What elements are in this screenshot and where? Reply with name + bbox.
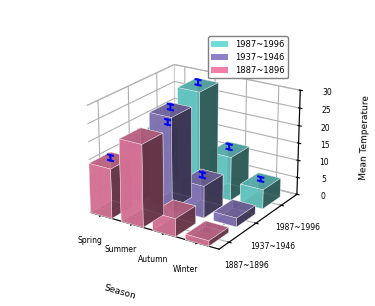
Legend: 1987~1996, 1937~1946, 1887~1896: 1987~1996, 1937~1946, 1887~1896	[208, 36, 288, 78]
X-axis label: Season: Season	[102, 283, 136, 301]
